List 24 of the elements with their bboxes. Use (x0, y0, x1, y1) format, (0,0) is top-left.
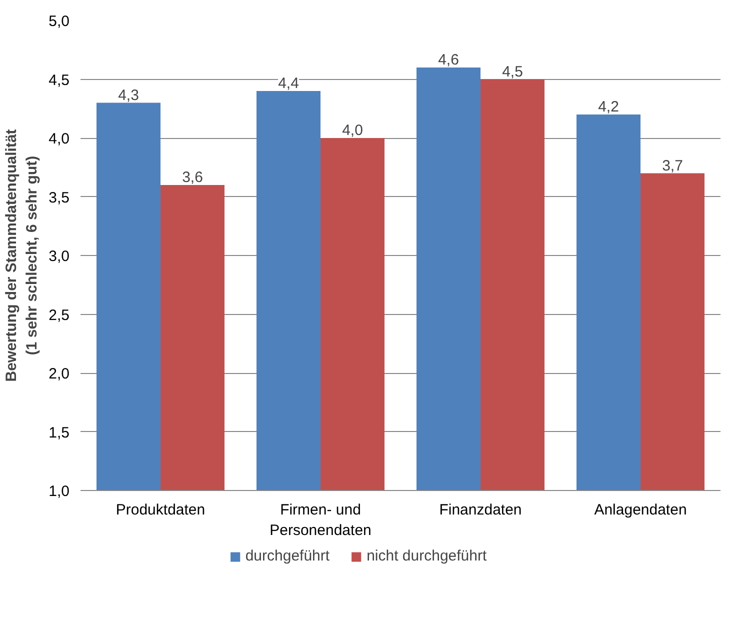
data-label: 4,2 (598, 98, 619, 116)
data-label: 4,4 (278, 75, 299, 92)
legend-label: nicht durchgeführt (366, 548, 487, 564)
y-tick-label: 4,0 (48, 130, 70, 148)
data-label: 3,6 (182, 169, 203, 186)
data-label: 4,6 (438, 52, 459, 68)
y-tick-label: 1,5 (48, 424, 70, 442)
y-tick-label: 3,0 (48, 248, 70, 265)
x-tick-label: Finanzdaten (439, 502, 522, 518)
x-tick-label: Firmen- und Personendaten (270, 502, 372, 539)
y-tick-label: 2,0 (48, 366, 70, 382)
x-tick-label: Produktdaten (116, 502, 206, 518)
x-tick-label: Anlagendaten (594, 502, 687, 518)
data-label: 3,7 (662, 157, 683, 174)
y-tick-label: 2,5 (48, 306, 70, 324)
data-label: 4,0 (342, 122, 363, 139)
legend-label: durchgeführt (245, 548, 330, 564)
y-tick-label: 4,5 (48, 72, 70, 89)
y-axis-title: Bewertung der Stammdatenqualität (1 sehr schlecht, 6 sehr gut) (3, 129, 41, 382)
data-label: 4,3 (118, 86, 139, 104)
y-tick-label: 3,5 (48, 189, 70, 206)
data-label: 4,5 (502, 63, 523, 80)
y-tick-label: 5,0 (48, 13, 70, 30)
y-tick-label: 1,0 (48, 483, 70, 500)
